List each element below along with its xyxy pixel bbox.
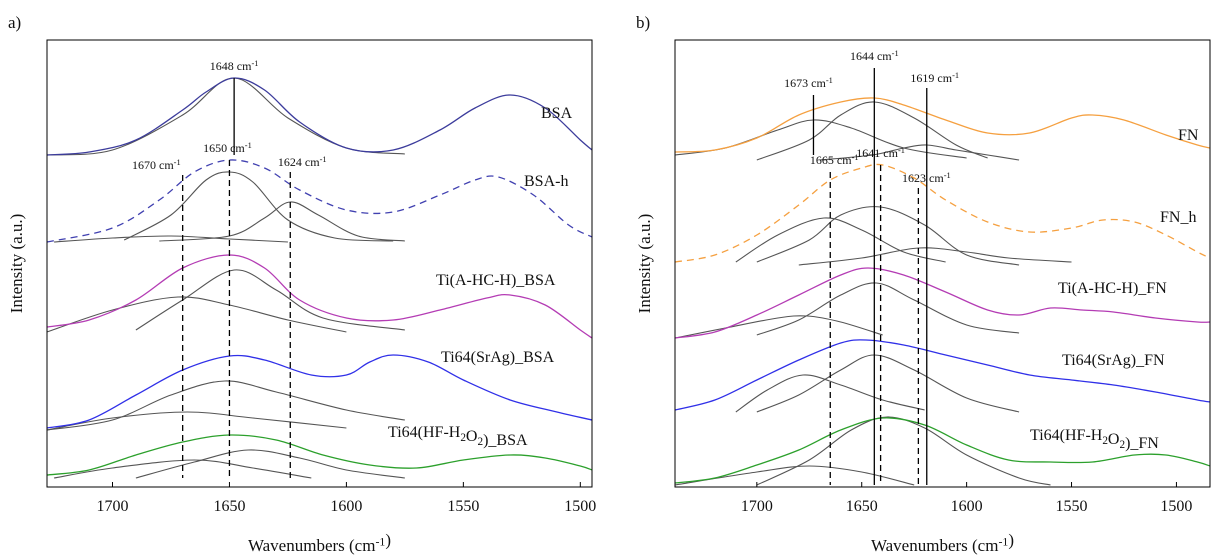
- y-axis-label: Intensity (a.u.): [7, 214, 26, 314]
- series-label: Ti64(HF-H2O2)_FN: [1030, 427, 1159, 452]
- series-label: Ti64(SrAg)_BSA: [441, 349, 555, 366]
- plot-frame: [46, 39, 593, 488]
- x-axis-label: Wavenumbers (cm-1): [248, 531, 391, 555]
- x-tick-label: 1550: [447, 498, 479, 515]
- component-band: [123, 171, 394, 242]
- component-band: [756, 416, 1051, 486]
- peak-label: 1619 cm-1: [910, 71, 959, 85]
- plot-frame: [674, 39, 1211, 488]
- x-tick-label: 1600: [330, 498, 362, 515]
- component-band: [53, 459, 312, 479]
- series-label: FN: [1178, 127, 1199, 144]
- x-tick-label: 1600: [951, 498, 983, 515]
- spectrum: [47, 159, 592, 243]
- series-label: Ti64(HF-H2O2)_BSA: [388, 424, 528, 449]
- component-band: [47, 411, 347, 431]
- peak-label: 1648 cm-1: [210, 59, 259, 73]
- component-band: [47, 380, 405, 431]
- peak-label: 1624 cm-1: [278, 155, 327, 169]
- spectrum: [47, 77, 592, 156]
- peak-label: 1644 cm-1: [850, 49, 899, 63]
- component-band: [53, 235, 288, 243]
- peak-label: 1641 cm-1: [856, 146, 905, 160]
- series-label: Ti(A-HC-H)_BSA: [436, 272, 556, 289]
- series-label: Ti64(SrAg)_FN: [1062, 352, 1165, 369]
- component-band: [735, 217, 946, 263]
- series-label: BSA: [541, 105, 573, 122]
- panel-label: b): [636, 13, 650, 32]
- x-tick-label: 1500: [564, 498, 596, 515]
- x-tick-label: 1550: [1056, 498, 1088, 515]
- spectrum: [675, 417, 1210, 484]
- spectrum: [675, 163, 1210, 263]
- x-tick-label: 1700: [96, 498, 128, 515]
- spectrum: [675, 339, 1210, 411]
- component-band: [159, 201, 405, 242]
- component-band: [798, 247, 1072, 266]
- component-band: [756, 282, 1020, 336]
- x-axis-label: Wavenumbers (cm-1): [871, 531, 1014, 555]
- component-band: [756, 206, 1020, 266]
- component-band: [675, 315, 883, 339]
- peak-label: 1670 cm-1: [132, 158, 181, 172]
- y-axis-label: Intensity (a.u.): [635, 214, 654, 314]
- plot-area: [47, 77, 592, 479]
- peak-label: 1623 cm-1: [902, 171, 951, 185]
- series-label: FN_h: [1160, 209, 1196, 226]
- series-label: BSA-h: [524, 173, 568, 190]
- peak-label: 1673 cm-1: [784, 76, 833, 90]
- component-band: [47, 296, 347, 333]
- x-tick-label: 1650: [213, 498, 245, 515]
- series-label: Ti(A-HC-H)_FN: [1058, 280, 1167, 297]
- peak-label: 1650 cm-1: [203, 141, 252, 155]
- component-band: [135, 269, 405, 331]
- spectrum: [47, 254, 592, 339]
- component-band: [675, 465, 915, 486]
- component-band: [135, 449, 405, 479]
- component-band: [735, 374, 925, 413]
- peak-label: 1665 cm-1: [810, 153, 859, 167]
- panel-label: a): [8, 13, 21, 32]
- x-tick-label: 1700: [741, 498, 773, 515]
- spectrum: [675, 267, 1210, 339]
- spectrum: [47, 354, 592, 429]
- x-tick-label: 1650: [846, 498, 878, 515]
- x-tick-label: 1500: [1160, 498, 1192, 515]
- spectrum: [675, 97, 1210, 153]
- spectrum: [47, 434, 592, 476]
